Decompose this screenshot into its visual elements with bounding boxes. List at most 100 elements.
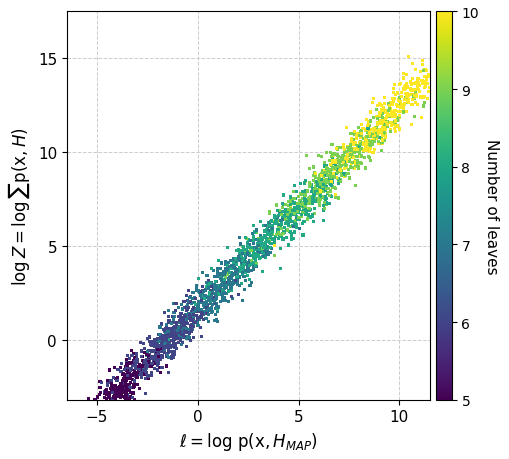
Point <box>125 367 133 374</box>
Point <box>160 333 168 340</box>
Point <box>338 161 347 168</box>
Point <box>347 160 355 167</box>
Point <box>319 179 327 187</box>
Point <box>298 232 306 239</box>
Point <box>302 189 310 196</box>
Point <box>358 142 366 149</box>
Point <box>193 307 202 314</box>
Point <box>220 283 229 291</box>
Point <box>164 325 173 332</box>
Point <box>277 209 286 216</box>
Point <box>204 318 212 325</box>
Point <box>366 118 374 125</box>
Point <box>185 311 193 319</box>
Point <box>328 179 336 187</box>
Point <box>174 327 182 334</box>
Point <box>373 131 381 138</box>
Point <box>366 139 375 146</box>
Point <box>185 334 193 341</box>
Point <box>140 358 148 365</box>
Point <box>130 377 138 384</box>
Point <box>233 276 241 283</box>
Point <box>209 286 217 294</box>
Point <box>97 379 105 386</box>
Point <box>172 329 180 336</box>
Point <box>230 255 238 262</box>
Point <box>167 329 176 336</box>
Point <box>173 319 181 326</box>
Point <box>137 348 145 355</box>
Point <box>116 392 124 400</box>
Point <box>289 211 297 218</box>
Point <box>170 341 178 348</box>
Point <box>299 207 307 214</box>
Point <box>302 196 310 204</box>
Point <box>379 101 387 108</box>
Point <box>220 279 228 286</box>
Point <box>240 247 248 255</box>
Point <box>404 97 412 104</box>
Point <box>384 101 392 109</box>
Point <box>178 305 186 313</box>
Point <box>178 301 186 308</box>
Point <box>164 348 173 355</box>
Point <box>276 233 284 240</box>
Point <box>325 178 333 185</box>
Point <box>177 341 185 348</box>
Point <box>385 128 393 135</box>
Point <box>253 240 262 247</box>
Point <box>201 301 209 308</box>
Point <box>280 202 289 209</box>
Point <box>128 371 136 378</box>
Point <box>243 260 251 268</box>
Point <box>343 159 351 166</box>
Point <box>326 181 334 189</box>
Point <box>237 253 245 261</box>
Point <box>126 367 134 374</box>
Point <box>271 202 279 209</box>
Point <box>247 257 255 264</box>
Point <box>387 120 395 127</box>
Point <box>366 127 374 134</box>
Point <box>243 248 251 256</box>
Point <box>223 267 232 274</box>
Point <box>335 167 344 174</box>
Point <box>249 244 258 252</box>
Point <box>216 291 224 298</box>
Point <box>228 271 236 278</box>
Point <box>309 195 317 202</box>
Point <box>302 209 310 217</box>
Point <box>251 260 260 268</box>
Point <box>378 140 386 147</box>
Point <box>399 110 407 117</box>
Point <box>275 208 283 216</box>
Point <box>403 100 411 107</box>
Point <box>101 390 109 397</box>
Point <box>264 220 272 227</box>
Point <box>221 269 230 276</box>
Point <box>254 244 263 251</box>
Point <box>293 209 301 216</box>
Point <box>243 243 251 250</box>
Point <box>107 380 115 387</box>
Point <box>322 177 330 184</box>
Point <box>295 225 303 233</box>
Point <box>151 359 159 367</box>
Point <box>164 332 172 340</box>
Point <box>160 309 168 317</box>
Point <box>284 218 292 226</box>
Point <box>225 278 233 285</box>
Point <box>110 384 118 391</box>
Point <box>236 241 244 248</box>
Point <box>125 359 133 367</box>
Point <box>369 126 377 133</box>
Point <box>188 290 196 297</box>
Point <box>245 257 253 265</box>
Point <box>122 367 130 375</box>
Point <box>109 393 118 400</box>
Point <box>110 392 118 400</box>
Point <box>176 316 184 323</box>
Point <box>168 326 177 334</box>
Point <box>353 145 361 152</box>
Point <box>385 106 393 113</box>
